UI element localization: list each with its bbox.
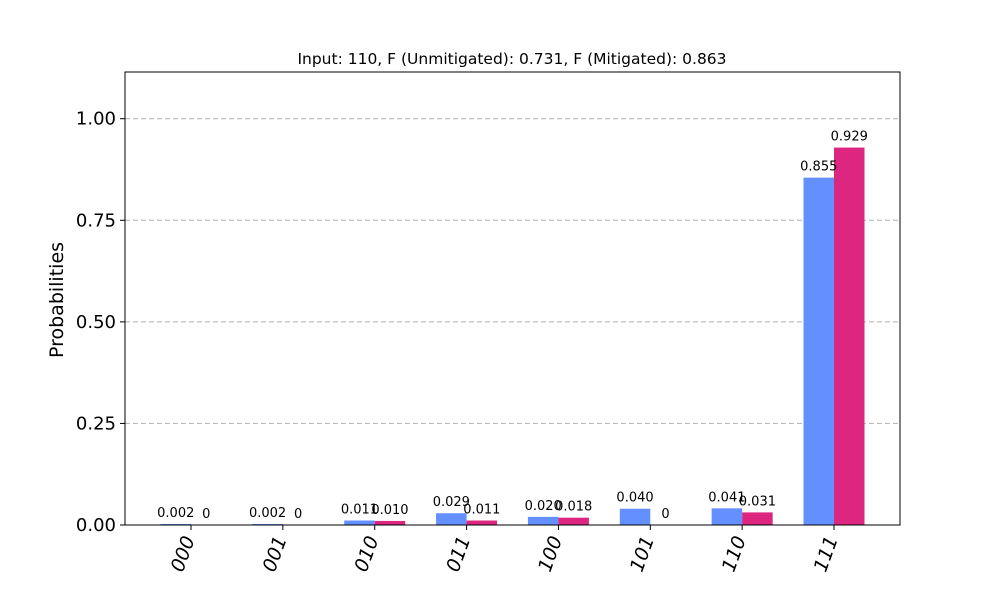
bars (160, 147, 865, 525)
data-label: 0 (294, 507, 302, 522)
bar-series-1 (803, 177, 834, 525)
data-label: 0.855 (800, 160, 837, 175)
x-axis-ticks: 000 001 010 011 100 101 110 111 (167, 525, 843, 575)
data-label: 0.011 (341, 503, 378, 518)
x-tick-label: 100 (534, 533, 567, 575)
x-tick-label: 011 (442, 533, 475, 575)
bar-series-1 (711, 508, 743, 525)
y-axis-ticks: 0.00 0.25 0.50 0.75 1.00 (76, 109, 125, 536)
chart-title: Input: 110, F (Unmitigated): 0.731, F (M… (297, 50, 726, 68)
y-tick-label: 1.00 (76, 109, 116, 130)
data-label: 0.018 (555, 500, 592, 515)
data-label: 0.040 (616, 491, 653, 506)
x-tick-label: 101 (626, 533, 659, 575)
bar-series-1 (527, 516, 559, 525)
data-label: 0 (202, 507, 210, 522)
bar-series-1 (619, 508, 651, 525)
bar-series-1 (344, 520, 375, 525)
y-tick-label: 0.25 (76, 413, 116, 434)
bar-series-2 (466, 520, 498, 525)
data-label: 0.029 (433, 495, 470, 510)
x-tick-label: 001 (258, 533, 291, 575)
bar-series-2 (834, 147, 865, 525)
x-tick-label: 110 (718, 533, 751, 575)
data-label: 0.002 (157, 506, 194, 521)
data-label: 0.031 (739, 494, 776, 509)
y-tick-label: 0.50 (76, 312, 116, 333)
y-axis-label: Probabilities (46, 242, 68, 358)
x-tick-label: 111 (810, 533, 843, 575)
data-label: 0.041 (708, 490, 745, 505)
bar-series-2 (742, 512, 773, 525)
y-tick-label: 0.75 (76, 210, 116, 231)
data-label: 0 (661, 507, 669, 522)
bar-series-1 (436, 513, 467, 525)
x-tick-label: 000 (167, 533, 200, 575)
bar-series-2 (374, 520, 406, 525)
data-label: 0.002 (249, 506, 286, 521)
bar-series-2 (558, 517, 589, 525)
plot-frame (124, 71, 901, 526)
y-tick-label: 0.00 (76, 515, 116, 536)
data-label: 0.011 (463, 503, 500, 518)
data-label: 0.020 (525, 499, 562, 514)
data-label: 0.929 (831, 130, 868, 145)
x-tick-label: 010 (350, 533, 383, 575)
grid-lines (125, 118, 900, 424)
data-label: 0.010 (371, 503, 408, 518)
